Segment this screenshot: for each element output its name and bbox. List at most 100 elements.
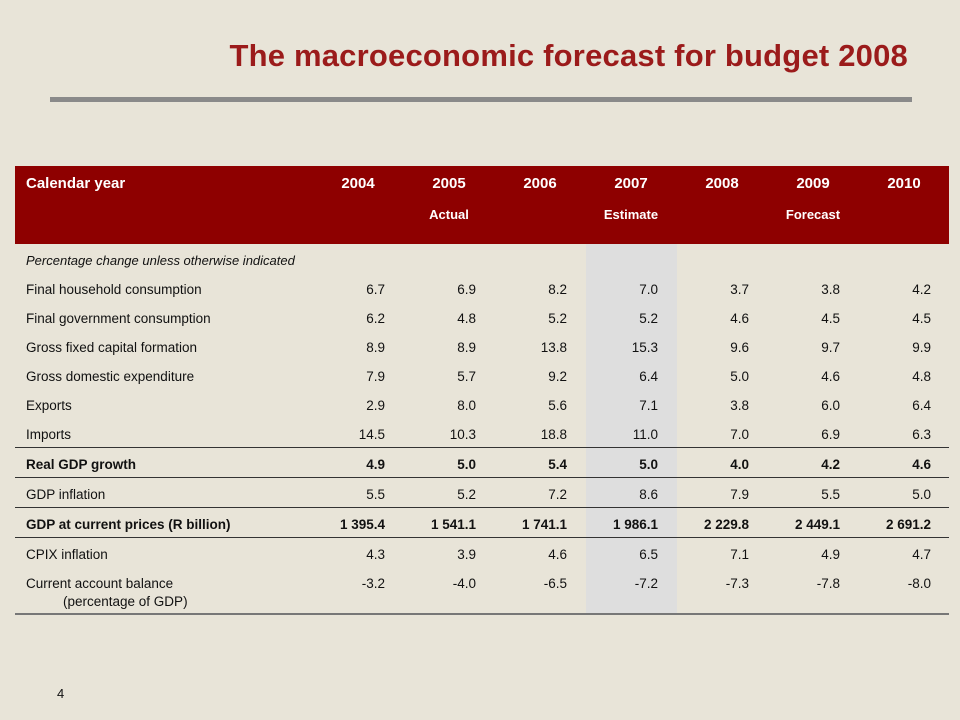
cell-2007: 7.1: [639, 398, 658, 413]
header-actual-label: Actual: [429, 207, 469, 222]
table-body: Percentage change unless otherwise indic…: [15, 244, 949, 613]
header-forecast-label: Forecast: [785, 207, 841, 222]
cell-2008: 7.1: [730, 547, 749, 562]
cell-2010: 6.4: [912, 398, 931, 413]
cell-2004: 4.3: [366, 547, 385, 562]
cell-2008: 4.6: [730, 311, 749, 326]
cell-2009: 3.8: [821, 282, 840, 297]
table-row: Current account balance (percentage of GD…: [15, 567, 949, 613]
cell-2004: 1 395.4: [339, 517, 385, 532]
cell-2006: 5.2: [548, 311, 567, 326]
table-bottom-rule: [15, 613, 949, 615]
cell-2005: 5.0: [457, 457, 476, 472]
cell-2005: 1 541.1: [430, 517, 476, 532]
cell-2009: 4.6: [821, 369, 840, 384]
cell-2008: 5.0: [730, 369, 749, 384]
cell-2005: -4.0: [452, 576, 476, 591]
cell-2005: 5.7: [457, 369, 476, 384]
cell-2008: 2 229.8: [703, 517, 749, 532]
cell-2007: 5.2: [639, 311, 658, 326]
table-row: Gross fixed capital formation 8.9 8.9 13.8 1…: [15, 331, 949, 360]
row-label: Exports: [26, 398, 72, 413]
cell-2006: 8.2: [548, 282, 567, 297]
cell-2005: 5.2: [457, 487, 476, 502]
cell-2008: -7.3: [725, 576, 749, 591]
row-label-secondary: (percentage of GDP): [63, 594, 188, 609]
cell-2006: 18.8: [540, 427, 567, 442]
row-label: Gross domestic expenditure: [26, 369, 195, 384]
cell-2008: 3.7: [730, 282, 749, 297]
table-row: CPIX inflation 4.3 3.9 4.6 6.5 7.1 4.9 4.7: [15, 537, 949, 567]
table-row: Gross domestic expenditure 7.9 5.7 9.2 6.4 5.…: [15, 360, 949, 389]
cell-2009: 4.5: [821, 311, 840, 326]
row-label: CPIX inflation: [26, 547, 108, 562]
cell-2007: 8.6: [639, 487, 658, 502]
table-header: Calendar year 2004 2005 2006 2007 2008 2…: [15, 166, 949, 244]
header-year-2007: 2007: [614, 175, 648, 192]
cell-2010: 4.6: [912, 457, 931, 472]
cell-2009: 4.2: [821, 457, 840, 472]
cell-2009: -7.8: [816, 576, 840, 591]
cell-2006: 1 741.1: [521, 517, 567, 532]
title-divider: [50, 97, 912, 102]
cell-2010: 4.2: [912, 282, 931, 297]
cell-2010: 4.7: [912, 547, 931, 562]
table-row: Exports 2.9 8.0 5.6 7.1 3.8 6.0 6.4: [15, 389, 949, 418]
cell-2007: 1 986.1: [612, 517, 658, 532]
row-label: GDP at current prices (R billion): [26, 517, 231, 532]
cell-2004: 5.5: [366, 487, 385, 502]
table-row: GDP inflation 5.5 5.2 7.2 8.6 7.9 5.5 5.0: [15, 477, 949, 507]
header-year-2006: 2006: [523, 175, 557, 192]
row-label: Imports: [26, 427, 72, 442]
cell-2009: 2 449.1: [794, 517, 840, 532]
cell-2007: 6.5: [639, 547, 658, 562]
cell-2010: 2 691.2: [885, 517, 931, 532]
cell-2010: 6.3: [912, 427, 931, 442]
cell-2005: 8.9: [457, 340, 476, 355]
row-label: Final government consumption: [26, 311, 211, 326]
cell-2006: 5.6: [548, 398, 567, 413]
header-year-2009: 2009: [796, 175, 830, 192]
forecast-table: Calendar year 2004 2005 2006 2007 2008 2…: [15, 166, 949, 615]
cell-2006: -6.5: [543, 576, 567, 591]
table-row: GDP at current prices (R billion) 1 395.4…: [15, 507, 949, 537]
row-label: Final household consumption: [26, 282, 202, 297]
table-row: Final household consumption 6.7 6.9 8.2 7.0 3…: [15, 273, 949, 302]
cell-2007: -7.2: [634, 576, 658, 591]
cell-2009: 9.7: [821, 340, 840, 355]
cell-2006: 13.8: [540, 340, 567, 355]
cell-2007: 15.3: [631, 340, 658, 355]
header-year-2004: 2004: [341, 175, 375, 192]
header-estimate-label: Estimate: [603, 207, 659, 222]
table-row: Imports 14.5 10.3 18.8 11.0 7.0 6.9 6.3: [15, 418, 949, 447]
slide-title: The macroeconomic forecast for budget 20…: [229, 38, 908, 73]
cell-2006: 4.6: [548, 547, 567, 562]
cell-2004: 14.5: [358, 427, 385, 442]
cell-2008: 7.9: [730, 487, 749, 502]
cell-2004: 6.2: [366, 311, 385, 326]
header-calendar-year: Calendar year: [26, 175, 126, 192]
row-label: GDP inflation: [26, 487, 106, 502]
cell-2010: 5.0: [912, 487, 931, 502]
cell-2009: 4.9: [821, 547, 840, 562]
cell-2008: 7.0: [730, 427, 749, 442]
cell-2004: 7.9: [366, 369, 385, 384]
header-year-2008: 2008: [705, 175, 739, 192]
row-label: Gross fixed capital formation: [26, 340, 198, 355]
cell-2005: 6.9: [457, 282, 476, 297]
cell-2004: 4.9: [366, 457, 385, 472]
row-label: Real GDP growth: [26, 457, 137, 472]
cell-2006: 5.4: [548, 457, 567, 472]
cell-2007: 6.4: [639, 369, 658, 384]
cell-2009: 6.0: [821, 398, 840, 413]
cell-2004: 8.9: [366, 340, 385, 355]
table-note-row: Percentage change unless otherwise indic…: [15, 244, 949, 273]
page-number: 4: [57, 686, 65, 701]
table-row: Real GDP growth 4.9 5.0 5.4 5.0 4.0 4.2 4.6: [15, 447, 949, 477]
cell-2005: 3.9: [457, 547, 476, 562]
cell-2005: 10.3: [449, 427, 476, 442]
cell-2009: 6.9: [821, 427, 840, 442]
cell-2010: 4.8: [912, 369, 931, 384]
cell-2004: -3.2: [361, 576, 385, 591]
cell-2008: 3.8: [730, 398, 749, 413]
